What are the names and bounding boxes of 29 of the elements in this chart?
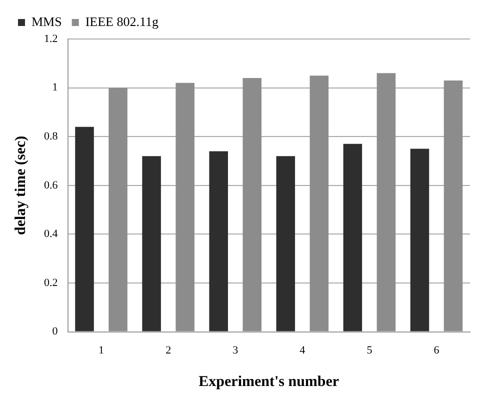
bar xyxy=(142,156,161,332)
bar xyxy=(108,88,128,332)
x-tick-label: 4 xyxy=(300,344,306,356)
bar xyxy=(209,151,228,332)
x-tick-label: 6 xyxy=(434,344,440,356)
y-tick-label: 0.8 xyxy=(44,130,58,142)
x-tick-label: 5 xyxy=(366,344,373,356)
y-tick-label: 0 xyxy=(52,326,58,338)
bar xyxy=(242,78,262,332)
y-axis-title: delay time (sec) xyxy=(12,136,29,235)
bar xyxy=(343,144,362,332)
bar xyxy=(444,80,463,332)
x-tick-label: 3 xyxy=(232,344,239,356)
y-tick-label: 1 xyxy=(52,82,58,94)
x-tick-label: 2 xyxy=(166,344,172,356)
x-tick-label: 1 xyxy=(98,344,104,356)
x-axis-title: Experiment's number xyxy=(198,374,340,390)
y-tick-label: 0.4 xyxy=(44,228,58,240)
bar xyxy=(75,126,94,332)
y-tick-label: 1.2 xyxy=(44,32,58,45)
bar xyxy=(176,82,194,332)
y-tick-label: 0.2 xyxy=(44,276,58,289)
bar xyxy=(410,148,430,332)
bar xyxy=(276,156,296,332)
bar xyxy=(310,76,329,332)
legend-label: IEEE 802.11g xyxy=(85,14,160,29)
y-tick-label: 0.6 xyxy=(44,179,58,192)
bar xyxy=(376,73,396,332)
legend-label: MMS xyxy=(32,14,62,29)
